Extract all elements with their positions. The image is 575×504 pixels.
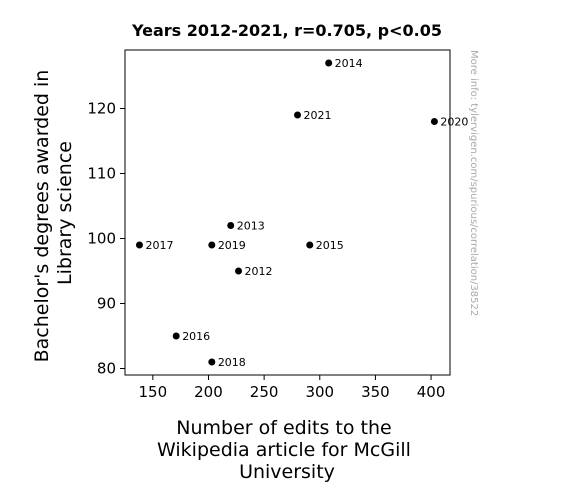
y-tick-label: 90 <box>97 295 116 313</box>
watermark-text: More info: tylervigen.com/spurious/corre… <box>468 50 479 316</box>
data-point-label: 2019 <box>218 239 246 252</box>
data-point <box>430 118 438 125</box>
data-point-label: 2016 <box>182 330 210 343</box>
x-axis-label-line-1: Number of edits to the <box>176 417 391 439</box>
chart-title: Years 2012-2021, r=0.705, p<0.05 <box>131 21 442 40</box>
x-axis-label-line-2: Wikipedia article for McGill <box>157 439 411 461</box>
x-tick-label: 150 <box>139 383 168 401</box>
data-point <box>135 241 143 249</box>
x-axis-ticks: 150 200 250 300 350 400 <box>139 375 446 401</box>
data-point <box>208 358 216 366</box>
data-points: 2012 2013 2014 2015 2016 2017 2018 2019 2020 2021 <box>135 57 468 369</box>
data-point-label: 2021 <box>304 109 332 122</box>
y-tick-label: 120 <box>87 100 116 118</box>
data-point <box>172 332 180 340</box>
data-point-label: 2013 <box>237 220 265 233</box>
data-point-label: 2018 <box>218 356 246 369</box>
x-axis-label-line-3: University <box>239 461 335 483</box>
y-axis-ticks: 80 90 100 110 120 <box>87 100 125 378</box>
y-tick-label: 100 <box>87 230 116 248</box>
x-tick-label: 350 <box>361 383 390 401</box>
y-tick-label: 110 <box>87 165 116 183</box>
data-point-label: 2015 <box>316 239 344 252</box>
data-point <box>294 111 302 119</box>
x-tick-label: 300 <box>305 383 334 401</box>
data-point <box>235 267 243 275</box>
y-axis-label-line-2: Library science <box>54 141 76 285</box>
y-axis-label: Bachelor's degrees awarded in Library sc… <box>31 64 76 363</box>
data-point-label: 2012 <box>245 265 273 278</box>
data-point <box>325 59 333 67</box>
data-point-label: 2020 <box>440 116 468 129</box>
x-tick-label: 200 <box>194 383 223 401</box>
x-tick-label: 400 <box>417 383 446 401</box>
data-point-label: 2014 <box>335 57 363 70</box>
data-point <box>227 222 235 229</box>
data-point-label: 2017 <box>145 239 173 252</box>
y-tick-label: 80 <box>97 360 116 378</box>
y-axis-label-line-1: Bachelor's degrees awarded in <box>31 70 53 363</box>
data-point <box>208 241 216 249</box>
data-point <box>306 241 314 249</box>
x-axis-label: Number of edits to the Wikipedia article… <box>157 417 417 483</box>
plot-area <box>124 49 451 376</box>
x-tick-label: 250 <box>250 383 279 401</box>
